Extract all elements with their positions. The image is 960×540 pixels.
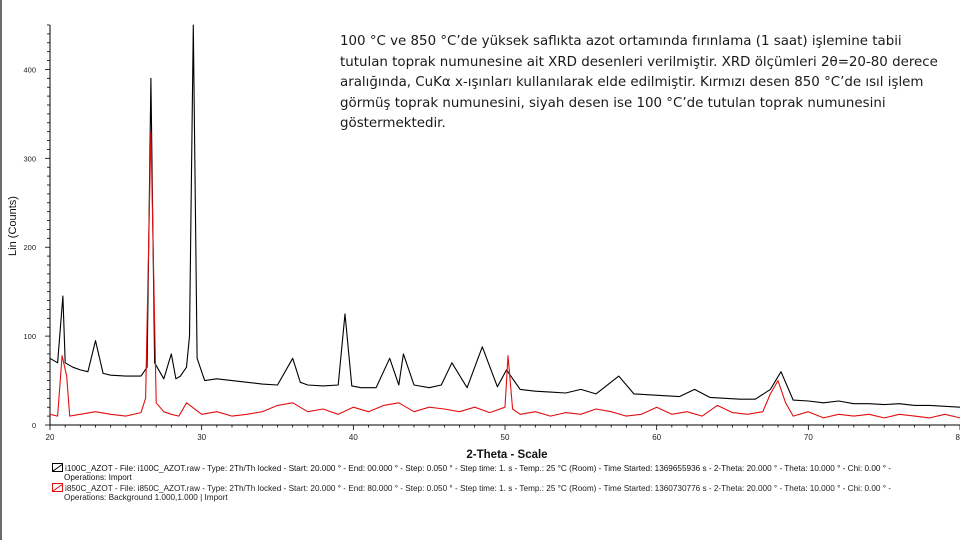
x-tick-label: 40 bbox=[349, 433, 358, 442]
legend-entry-red: i850C_AZOT - File: i850C_AZOT.raw - Type… bbox=[52, 483, 891, 502]
series-line-850c bbox=[49, 131, 960, 419]
y-tick-label: 400 bbox=[23, 65, 36, 74]
line-swatch-icon bbox=[52, 483, 63, 492]
line-swatch-icon bbox=[52, 463, 63, 472]
y-tick-label: 300 bbox=[23, 154, 36, 163]
x-tick-label: 80 bbox=[956, 433, 960, 442]
legend-red-line2: Operations: Background 1.000,1.000 | Imp… bbox=[64, 493, 228, 502]
legend-black-line2: Operations: Import bbox=[64, 473, 132, 482]
legend-black-line1: i100C_AZOT - File: i100C_AZOT.raw - Type… bbox=[65, 464, 891, 473]
x-tick-label: 70 bbox=[804, 433, 813, 442]
x-tick-label: 60 bbox=[652, 433, 661, 442]
x-tick-label: 30 bbox=[197, 433, 206, 442]
series-line-100c bbox=[49, 24, 960, 408]
x-tick-label: 20 bbox=[46, 433, 55, 442]
x-axis-label: 2-Theta - Scale bbox=[466, 449, 547, 461]
legend-entry-black: i100C_AZOT - File: i100C_AZOT.raw - Type… bbox=[52, 463, 891, 482]
x-tick-label: 50 bbox=[501, 433, 510, 442]
slide-left-rule bbox=[0, 0, 2, 540]
chart-series bbox=[49, 24, 960, 419]
chart-ticks: 0 100 200 300 400 20 30 40 50 60 70 80 bbox=[23, 24, 960, 442]
y-tick-label: 200 bbox=[23, 243, 36, 252]
y-tick-label: 0 bbox=[32, 421, 36, 430]
y-axis-label: Lin (Counts) bbox=[7, 196, 19, 256]
description-text: 100 °C ve 850 °C’de yüksek saflıkta azot… bbox=[340, 34, 938, 131]
y-tick-label: 100 bbox=[23, 332, 36, 341]
legend-red-line1: i850C_AZOT - File: i850C_AZOT.raw - Type… bbox=[65, 484, 891, 493]
